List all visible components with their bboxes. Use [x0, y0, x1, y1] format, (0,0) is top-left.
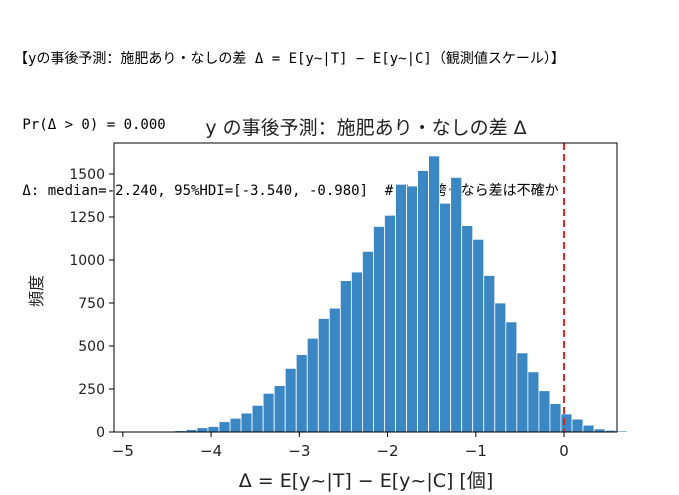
histogram-bar	[516, 352, 529, 433]
histogram-bar	[384, 214, 396, 433]
histogram-bar	[472, 238, 485, 433]
x-tick-label: 0	[559, 442, 569, 460]
histogram-bar	[240, 412, 253, 433]
histogram-bar	[262, 392, 275, 433]
y-axis-label: 頻度	[27, 275, 46, 307]
histogram-bar	[350, 271, 363, 433]
histogram-bar	[328, 307, 341, 433]
histogram-bar	[549, 403, 562, 433]
y-tick-label: 250	[78, 382, 105, 398]
histogram-bar	[306, 337, 319, 433]
histogram-bar	[461, 225, 474, 433]
histogram-bar	[339, 280, 352, 433]
x-tick-label: −3	[288, 442, 310, 460]
histogram-bar	[582, 424, 595, 433]
output-probability-line: Pr(Δ > 0) = 0.000	[14, 117, 166, 133]
histogram-bar	[428, 155, 441, 433]
histogram-bar	[395, 183, 407, 433]
histogram-bar	[406, 185, 418, 433]
histogram-bar	[450, 177, 463, 433]
chart-title: y の事後予測：施肥あり・なしの差 Δ	[205, 117, 526, 139]
histogram-bar	[218, 421, 231, 433]
x-tick-label: −1	[465, 442, 487, 460]
x-tick-label: −2	[376, 442, 398, 460]
histogram-bar	[483, 275, 496, 433]
histogram-bar	[538, 390, 551, 433]
histogram-bar	[295, 354, 308, 433]
histogram-bar	[560, 413, 573, 433]
x-axis-label: Δ = E[y~|T] − E[y~|C] [個]	[239, 470, 494, 492]
histogram-bar	[494, 302, 507, 433]
histogram-bar	[373, 226, 385, 433]
histogram-bar	[615, 430, 628, 433]
histogram-bar	[571, 418, 584, 433]
y-axis: 0 250 500 750 1000 1250 1500	[69, 167, 114, 441]
y-tick-label: 750	[78, 296, 105, 312]
histogram-bar	[229, 417, 242, 433]
histogram-bar	[527, 371, 540, 433]
histogram-bar	[505, 321, 518, 433]
x-tick-label: −5	[112, 442, 134, 460]
y-tick-label: 1000	[69, 253, 105, 269]
histogram-bar	[207, 426, 220, 433]
y-tick-label: 1500	[69, 167, 105, 183]
y-tick-label: 1250	[69, 210, 105, 226]
histogram-bar	[273, 385, 286, 433]
histogram-bars	[152, 155, 639, 433]
histogram-bar	[439, 202, 452, 433]
histogram-bar	[196, 427, 209, 433]
histogram-bar	[362, 250, 374, 433]
cell-output: 【yの事後予測：施肥あり・なしの差 Δ = E[y~|T] − E[y~|C]（…	[14, 4, 674, 224]
histogram-bar	[251, 404, 264, 433]
y-tick-label: 0	[96, 425, 105, 441]
y-tick-label: 500	[78, 339, 105, 355]
histogram-bar	[317, 318, 330, 433]
plot-frame	[113, 142, 618, 433]
output-header-line: 【yの事後予測：施肥あり・なしの差 Δ = E[y~|T] − E[y~|C]（…	[14, 51, 565, 67]
histogram-bar	[417, 170, 429, 433]
histogram-bar	[284, 367, 297, 433]
x-axis: −5 −4 −3 −2 −1 0	[112, 432, 569, 460]
x-tick-label: −4	[200, 442, 222, 460]
